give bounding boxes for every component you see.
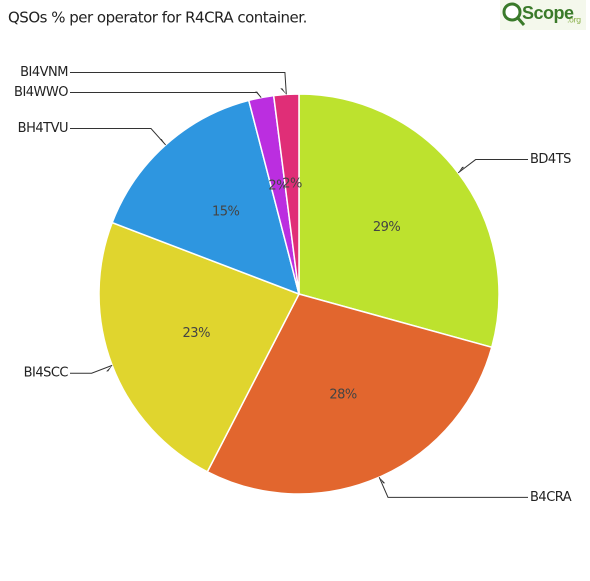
pie-slice — [298, 93, 500, 349]
leader-arrow — [458, 166, 465, 173]
leader-arrow — [255, 91, 262, 98]
leader-line — [457, 159, 528, 174]
leader-line — [70, 364, 113, 374]
pie-slice — [98, 221, 301, 473]
logo-icon — [502, 2, 522, 22]
logo-suffix: .org — [567, 16, 581, 25]
logo-text: Scope — [522, 3, 574, 23]
leader-arrow — [159, 138, 166, 145]
slice-label: 23% — [183, 326, 211, 341]
legend-label: BI4SCC — [24, 366, 69, 381]
chart-title: QSOs % per operator for R4CRA container. — [8, 9, 307, 27]
pie-slice — [272, 93, 300, 295]
slice-label: 2% — [282, 177, 302, 192]
leader-arrow — [379, 477, 386, 484]
slice-label: 28% — [329, 387, 357, 402]
legend-label: BI4WWO — [14, 85, 68, 100]
leader-line — [378, 477, 528, 498]
logo: Scope .org — [500, 0, 586, 30]
leader-line — [70, 128, 167, 146]
legend-label: BI4VNM — [20, 65, 68, 80]
slice-label: 15% — [212, 205, 240, 220]
leader-line — [70, 91, 262, 98]
slice-label: 2% — [268, 178, 288, 193]
legend-label: BD4TS — [530, 152, 571, 167]
legend-label: B4CRA — [530, 490, 572, 505]
logo-icon-handle — [515, 16, 526, 26]
pie-slice — [111, 99, 301, 296]
leader-arrow — [106, 365, 113, 372]
slice-label: 29% — [373, 220, 401, 235]
legend-label: BH4TVU — [18, 121, 68, 136]
leader-arrow — [280, 88, 287, 95]
pie-slice — [206, 293, 493, 495]
leader-line — [70, 71, 287, 95]
